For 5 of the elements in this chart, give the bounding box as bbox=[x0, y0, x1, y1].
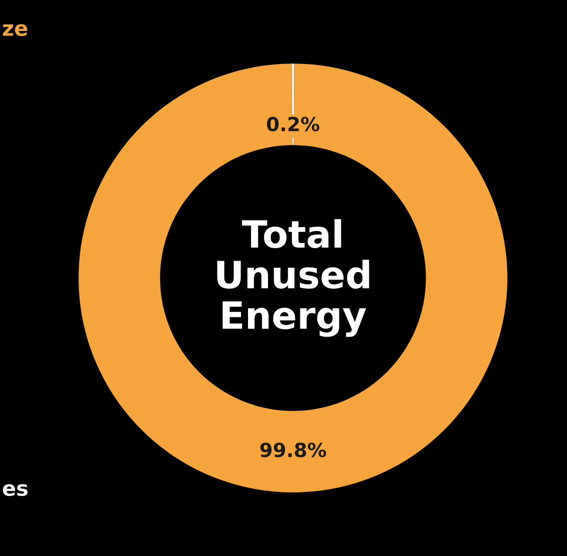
data-label: 99.8% bbox=[260, 442, 326, 458]
text: Total Unused Energy bbox=[217, 219, 370, 337]
data-label: 0.2% bbox=[266, 116, 320, 132]
text: es bbox=[2, 484, 28, 496]
text: ze bbox=[2, 24, 28, 36]
